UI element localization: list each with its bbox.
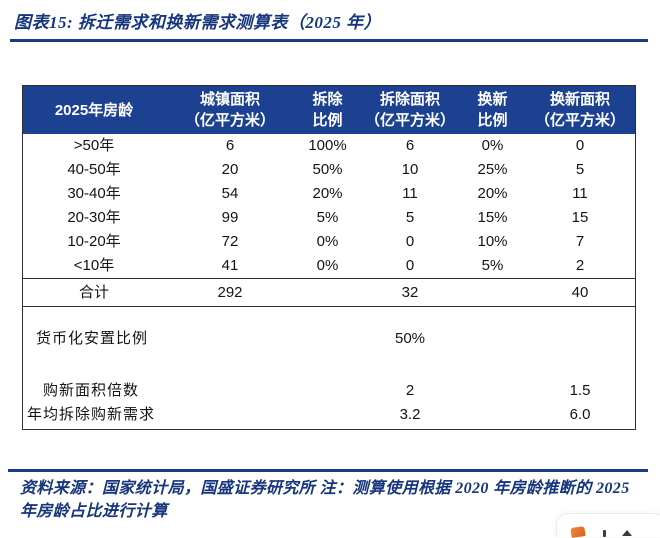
row-label: 年均拆除购新需求 <box>27 406 156 423</box>
orange-logo-icon <box>570 526 586 538</box>
table-row: 10-20年 72 0% 0 10% 7 <box>23 230 635 254</box>
table-cell: 5% <box>316 209 339 226</box>
table-cell: 20% <box>477 185 508 202</box>
table-cell: 292 <box>217 284 243 301</box>
header-cell-urban-area: 城镇面积 （亿平方米） <box>165 86 295 134</box>
table-cell: 54 <box>221 185 239 202</box>
table-cell: >50年 <box>73 137 115 154</box>
table-row: >50年 6 100% 6 0% 0 <box>23 134 635 158</box>
table-row-monetized-ratio: 货币化安置比例 50% <box>23 327 635 351</box>
table-cell: 32 <box>401 284 419 301</box>
table-cell: 7 <box>575 233 585 250</box>
table-cell: 40 <box>571 284 589 301</box>
table-row: <10年 41 0% 0 5% 2 <box>23 254 635 278</box>
table-row-annual-demand: 年均拆除购新需求 3.2 6.0 <box>23 403 635 427</box>
table-cell <box>295 279 360 306</box>
table-cell: 50% <box>394 330 426 347</box>
data-table: 2025年房龄 城镇面积 （亿平方米） 拆除 比例 拆除面积 （亿平方米） 换新 比例 … <box>22 85 636 430</box>
table-cell: 3.2 <box>399 406 421 423</box>
header-line: 换新面积 <box>549 91 610 108</box>
header-line: 城镇面积 <box>199 91 260 108</box>
table-cell: 0% <box>481 137 504 154</box>
header-cell-age: 2025年房龄 <box>23 86 165 134</box>
table-cell: 0 <box>405 233 415 250</box>
table-cell: 15% <box>477 209 508 226</box>
table-cell: 50% <box>312 161 343 178</box>
table-cell: 0% <box>316 257 339 274</box>
table-cell: 20 <box>221 161 239 178</box>
table-cell: 20-30年 <box>67 209 121 226</box>
table-cell: 5% <box>481 257 504 274</box>
header-line: 比例 <box>477 112 508 129</box>
table-cell: 10-20年 <box>67 233 121 250</box>
header-line: （亿平方米） <box>184 112 275 129</box>
table-cell: 6 <box>405 137 415 154</box>
title-divider <box>10 39 648 42</box>
table-cell: 30-40年 <box>67 185 121 202</box>
table-cell: 2 <box>405 382 415 399</box>
app-badge[interactable] <box>556 513 660 538</box>
table-cell: 10% <box>477 233 508 250</box>
table-cell: 99 <box>221 209 239 226</box>
table-cell: 40-50年 <box>67 161 121 178</box>
header-line: 拆除面积 <box>379 91 440 108</box>
table-cell: 15 <box>571 209 589 226</box>
table-row: 20-30年 99 5% 5 15% 15 <box>23 206 635 230</box>
table-cell <box>460 279 525 306</box>
table-cell: 25% <box>477 161 508 178</box>
table-cell: 合计 <box>78 284 109 301</box>
table-cell: 0 <box>405 257 415 274</box>
header-cell-renewal-ratio: 换新 比例 <box>460 86 525 134</box>
table-cell: 11 <box>402 185 418 202</box>
table-cell: 72 <box>221 233 239 250</box>
header-line: （亿平方米） <box>364 112 455 129</box>
table-row: 30-40年 54 20% 11 20% 11 <box>23 182 635 206</box>
table-cell: 10 <box>401 161 419 178</box>
header-line: 2025年房龄 <box>54 101 134 119</box>
header-cell-demolition-ratio: 拆除 比例 <box>295 86 360 134</box>
table-row: 40-50年 20 50% 10 25% 5 <box>23 158 635 182</box>
table-cell: 2 <box>575 257 585 274</box>
footer-divider <box>8 469 648 472</box>
table-cell: 5 <box>405 209 415 226</box>
table-cell: 11 <box>572 185 588 202</box>
table-cell: 1.5 <box>569 382 591 399</box>
header-line: 拆除 <box>312 91 343 108</box>
figure-title: 图表15: 拆迁需求和换新需求测算表（2025 年） <box>14 13 382 32</box>
row-label: 购新面积倍数 <box>43 382 140 399</box>
header-line: （亿平方米） <box>534 112 625 129</box>
header-cell-renewal-area: 换新面积 （亿平方米） <box>525 86 635 134</box>
table-cell: 0 <box>575 137 585 154</box>
partial-glyph-icon <box>622 530 632 536</box>
table-cell: 5 <box>575 161 585 178</box>
table-cell <box>525 327 635 351</box>
table-lower-section: 货币化安置比例 50% 购新面积倍数 2 1.5 年均拆除购新需求 3.2 6.… <box>23 327 635 429</box>
header-cell-demolition-area: 拆除面积 （亿平方米） <box>360 86 460 134</box>
table-cell: <10年 <box>73 257 115 274</box>
table-cell: 41 <box>221 257 239 274</box>
header-line: 换新 <box>477 91 508 108</box>
table-cell: 0% <box>316 233 339 250</box>
header-line: 比例 <box>312 112 343 129</box>
table-cell: 6.0 <box>569 406 591 423</box>
table-row-purchase-multiple: 购新面积倍数 2 1.5 <box>23 379 635 403</box>
row-label: 货币化安置比例 <box>36 330 149 347</box>
table-total-row: 合计 292 32 40 <box>23 278 635 307</box>
table-cell: 6 <box>225 137 235 154</box>
table-cell: 20% <box>312 185 343 202</box>
source-note: 资料来源：国家统计局，国盛证券研究所 注：测算使用根据 2020 年房龄推断的 … <box>20 480 630 520</box>
table-cell: 100% <box>308 137 347 154</box>
table-header-row: 2025年房龄 城镇面积 （亿平方米） 拆除 比例 拆除面积 （亿平方米） 换新 比例 … <box>23 86 635 134</box>
